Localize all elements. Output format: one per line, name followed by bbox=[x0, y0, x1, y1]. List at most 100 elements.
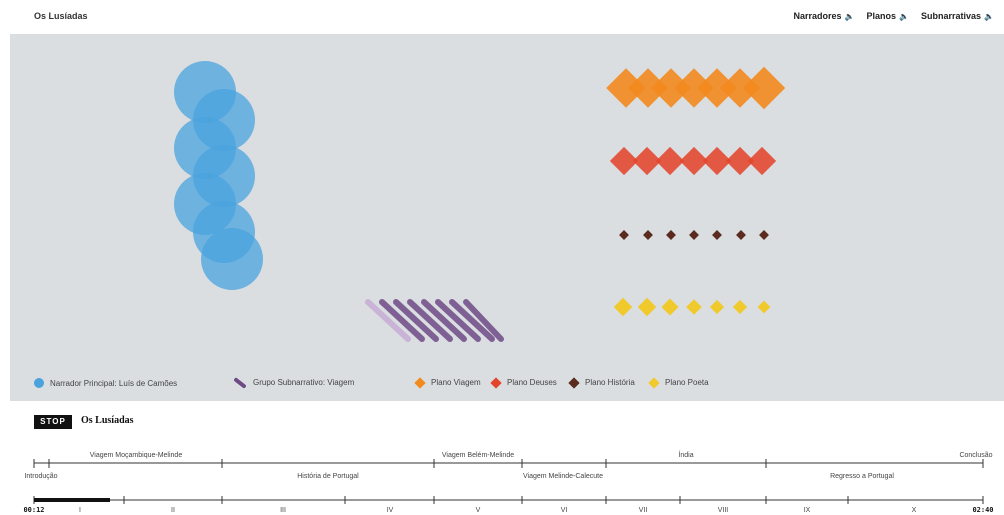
section-label[interactable]: Introdução bbox=[24, 473, 57, 480]
subnarrative-stroke[interactable] bbox=[435, 299, 481, 342]
nav-narradores[interactable]: Narradores 🔈 bbox=[794, 11, 855, 21]
timeline: Viagem Moçambique-Melinde Viagem Belém-M… bbox=[23, 450, 993, 514]
plano-viagem-diamond[interactable] bbox=[697, 68, 737, 108]
plano-viagem-diamonds bbox=[606, 66, 786, 110]
speaker-icon: 🔈 bbox=[844, 12, 855, 21]
plano-viagem-diamond[interactable] bbox=[720, 68, 760, 108]
legend-plano-historia: Plano História bbox=[568, 376, 635, 389]
top-bar: Os Lusíadas Narradores 🔈 Planos 🔈 Subnarra… bbox=[0, 0, 1004, 34]
plano-historia-diamond[interactable] bbox=[759, 230, 769, 240]
legend-plano-deuses: Plano Deuses bbox=[490, 376, 557, 389]
plano-deuses-diamond[interactable] bbox=[632, 146, 662, 176]
subnarrative-stroke[interactable] bbox=[393, 299, 439, 342]
canto-label[interactable]: VIII bbox=[718, 507, 729, 514]
legend-plano-viagem-label: Plano Viagem bbox=[431, 378, 481, 387]
player-title: Os Lusíadas bbox=[81, 415, 134, 426]
subnarrative-stroke[interactable] bbox=[463, 299, 504, 342]
circle-icon bbox=[34, 378, 44, 388]
plano-historia-diamond[interactable] bbox=[712, 230, 722, 240]
subnarrative-stroke[interactable] bbox=[421, 299, 467, 342]
subnarrative-stroke[interactable] bbox=[407, 299, 453, 342]
section-label[interactable]: Conclusão bbox=[959, 452, 992, 459]
plano-viagem-diamond[interactable] bbox=[674, 68, 714, 108]
legend-plano-historia-label: Plano História bbox=[585, 378, 635, 387]
subnarrative-stroke[interactable] bbox=[365, 299, 411, 342]
stop-button[interactable]: STOP bbox=[34, 415, 72, 429]
canto-label[interactable]: I bbox=[79, 507, 81, 514]
plano-viagem-diamond[interactable] bbox=[606, 68, 646, 108]
nav-subnarrativas-label: Subnarrativas bbox=[921, 11, 982, 21]
legend-plano-deuses-label: Plano Deuses bbox=[507, 378, 557, 387]
legend-narrator: Narrador Principal: Luís de Camões bbox=[34, 378, 177, 388]
nav-planos[interactable]: Planos 🔈 bbox=[867, 11, 909, 21]
plano-historia-diamonds bbox=[619, 230, 769, 240]
top-nav: Narradores 🔈 Planos 🔈 Subnarrativas 🔈 bbox=[794, 11, 994, 21]
diamond-icon bbox=[648, 376, 660, 389]
visualization-canvas bbox=[174, 61, 786, 342]
plano-deuses-diamond[interactable] bbox=[655, 146, 685, 176]
section-label[interactable]: Viagem Melinde-Calecute bbox=[523, 473, 603, 480]
plano-deuses-diamond[interactable] bbox=[702, 146, 732, 176]
plano-historia-diamond[interactable] bbox=[689, 230, 699, 240]
diamond-icon bbox=[414, 376, 426, 389]
legend-plano-viagem: Plano Viagem bbox=[414, 376, 481, 389]
legend-plano-poeta: Plano Poeta bbox=[648, 376, 709, 389]
diamond-icon bbox=[568, 376, 580, 389]
legend-subnarrative: Grupo Subnarrativo: Viagem bbox=[233, 376, 355, 389]
nav-subnarrativas[interactable]: Subnarrativas 🔈 bbox=[921, 11, 994, 21]
canto-label[interactable]: IX bbox=[804, 507, 811, 514]
total-time: 02:40 bbox=[972, 506, 993, 514]
section-label[interactable]: Viagem Moçambique-Melinde bbox=[90, 452, 183, 459]
nav-planos-label: Planos bbox=[866, 11, 897, 21]
plano-poeta-diamond[interactable] bbox=[709, 299, 725, 315]
canto-label[interactable]: X bbox=[912, 507, 917, 514]
plano-historia-diamond[interactable] bbox=[643, 230, 653, 240]
canto-axis bbox=[33, 496, 984, 504]
progress-bar[interactable] bbox=[34, 498, 110, 502]
subnarrative-strokes bbox=[365, 299, 504, 342]
plano-deuses-diamond[interactable] bbox=[679, 146, 709, 176]
speaker-icon: 🔈 bbox=[899, 12, 909, 21]
canto-label[interactable]: VII bbox=[639, 507, 648, 514]
canto-label[interactable]: II bbox=[171, 507, 175, 514]
canto-label[interactable]: IV bbox=[387, 507, 394, 514]
plano-deuses-diamonds bbox=[609, 146, 777, 176]
subnarrative-stroke[interactable] bbox=[449, 299, 495, 342]
visualization-stage bbox=[10, 34, 1004, 401]
plano-poeta-diamond[interactable] bbox=[757, 300, 771, 314]
nav-narradores-label: Narradores bbox=[793, 11, 842, 21]
plano-poeta-diamond[interactable] bbox=[732, 299, 748, 315]
slash-icon bbox=[233, 376, 247, 389]
section-label[interactable]: Viagem Belém-Melinde bbox=[442, 452, 514, 459]
plano-poeta-diamond[interactable] bbox=[613, 297, 633, 317]
plano-poeta-diamond[interactable] bbox=[661, 298, 679, 316]
narrator-circle[interactable] bbox=[201, 228, 263, 290]
plano-viagem-diamond[interactable] bbox=[628, 68, 668, 108]
canto-label[interactable]: III bbox=[280, 507, 286, 514]
speaker-icon: 🔈 bbox=[984, 12, 994, 21]
plano-historia-diamond[interactable] bbox=[619, 230, 629, 240]
narrator-circles bbox=[174, 61, 263, 290]
section-label[interactable]: História de Portugal bbox=[297, 473, 359, 480]
plano-poeta-diamond[interactable] bbox=[637, 297, 657, 317]
legend-plano-poeta-label: Plano Poeta bbox=[665, 378, 709, 387]
section-label[interactable]: Regresso a Portugal bbox=[830, 473, 894, 480]
subnarrative-stroke[interactable] bbox=[379, 299, 425, 342]
plano-poeta-diamonds bbox=[613, 297, 771, 317]
plano-historia-diamond[interactable] bbox=[666, 230, 676, 240]
plano-poeta-diamond[interactable] bbox=[686, 299, 702, 315]
plano-deuses-diamond[interactable] bbox=[747, 146, 777, 176]
canto-label[interactable]: V bbox=[476, 507, 481, 514]
legend-subnarrative-label: Grupo Subnarrativo: Viagem bbox=[253, 378, 355, 387]
plano-historia-diamond[interactable] bbox=[736, 230, 746, 240]
plano-deuses-diamond[interactable] bbox=[609, 146, 639, 176]
plano-viagem-diamond[interactable] bbox=[742, 66, 786, 110]
section-label[interactable]: Índia bbox=[678, 450, 693, 459]
diamond-icon bbox=[490, 376, 502, 389]
current-time: 00:12 bbox=[23, 506, 44, 514]
app-title[interactable]: Os Lusíadas bbox=[34, 11, 88, 21]
canto-label[interactable]: VI bbox=[561, 507, 568, 514]
plano-deuses-diamond[interactable] bbox=[725, 146, 755, 176]
section-axis bbox=[33, 459, 984, 468]
plano-viagem-diamond[interactable] bbox=[651, 68, 691, 108]
